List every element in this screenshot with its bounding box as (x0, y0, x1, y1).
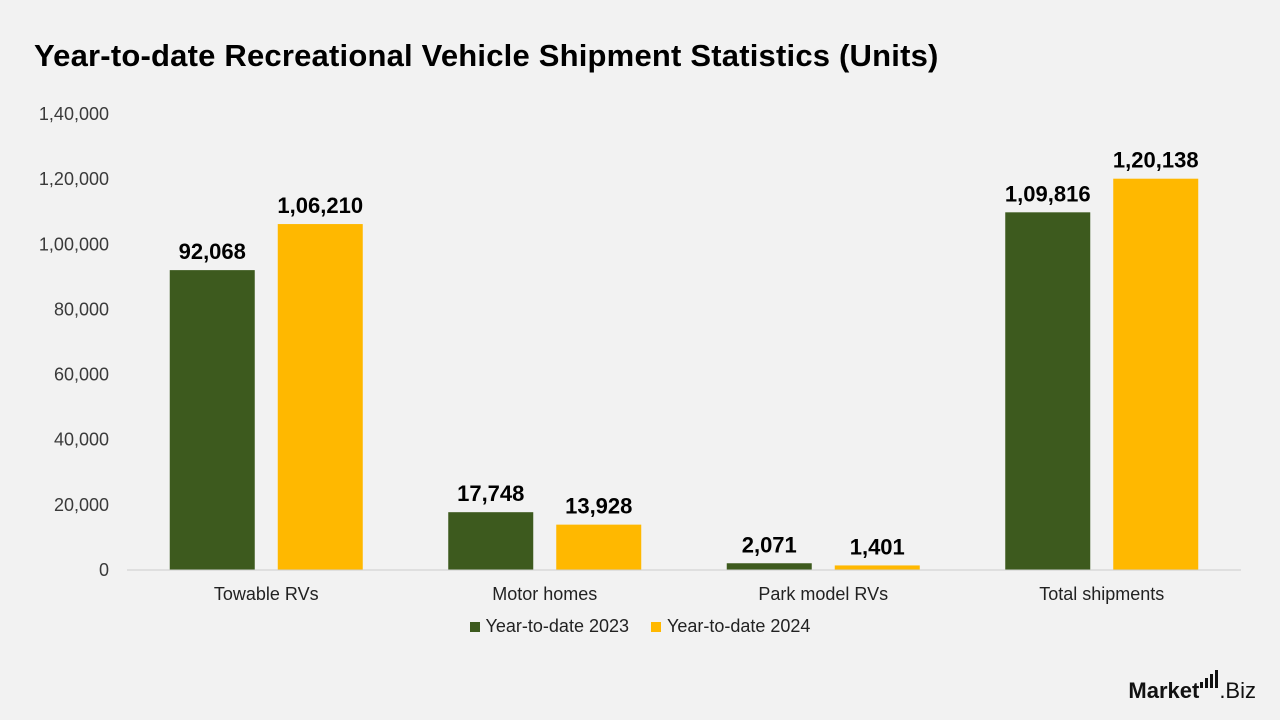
legend-item-2024: Year-to-date 2024 (651, 616, 810, 637)
legend-item-2023: Year-to-date 2023 (469, 616, 629, 637)
data-label: 1,401 (850, 534, 905, 559)
bars: 92,068 1,06,210 17,748 13,928 2,071 1,401 1,09… (169, 148, 1199, 571)
bar (1005, 212, 1091, 570)
y-tick-label: 40,000 (54, 430, 109, 450)
legend-label-2023: Year-to-date 2023 (485, 616, 629, 636)
legend: Year-to-date 2023 Year-to-date 2024 (0, 616, 1280, 637)
y-tick-label: 20,000 (54, 495, 109, 515)
data-label: 1,09,816 (1005, 181, 1091, 206)
data-label: 2,071 (742, 532, 797, 557)
data-label: 13,928 (565, 494, 632, 519)
y-tick-label: 1,00,000 (39, 234, 109, 254)
x-axis: Towable RVs Motor homes Park model RVs Tota… (127, 569, 1241, 604)
brand-logo: Market .Biz (1128, 670, 1256, 704)
bar (556, 524, 642, 570)
data-label: 1,20,138 (1113, 148, 1199, 173)
x-category-label: Total shipments (1039, 584, 1164, 604)
y-axis: 0 20,000 40,000 60,000 80,000 1,00,000 1,20,00… (39, 104, 109, 580)
chart-title: Year-to-date Recreational Vehicle Shipme… (34, 38, 939, 73)
y-tick-label: 1,40,000 (39, 104, 109, 124)
y-tick-label: 0 (99, 560, 109, 580)
data-label: 1,06,210 (277, 193, 363, 218)
y-tick-label: 1,20,000 (39, 169, 109, 189)
legend-swatch-2023 (469, 621, 480, 632)
bar (448, 512, 534, 570)
bar (277, 224, 363, 571)
y-tick-label: 60,000 (54, 365, 109, 385)
data-label: 92,068 (179, 239, 246, 264)
bar-chart: 0 20,000 40,000 60,000 80,000 1,00,000 1,20,00… (39, 104, 1241, 604)
bar (169, 270, 255, 570)
brand-name-rest: .Biz (1219, 678, 1256, 703)
x-category-label: Towable RVs (214, 584, 319, 604)
y-tick-label: 80,000 (54, 299, 109, 319)
x-category-label: Motor homes (492, 584, 597, 604)
legend-label-2024: Year-to-date 2024 (667, 616, 811, 636)
x-category-label: Park model RVs (758, 584, 888, 604)
bar (834, 565, 920, 570)
bar (726, 563, 812, 570)
legend-swatch-2024 (651, 621, 661, 632)
brand-name-bold: Market (1128, 678, 1200, 703)
data-label: 17,748 (457, 481, 524, 506)
bar-chart-logo-icon (1200, 670, 1219, 688)
bar (1113, 178, 1199, 571)
